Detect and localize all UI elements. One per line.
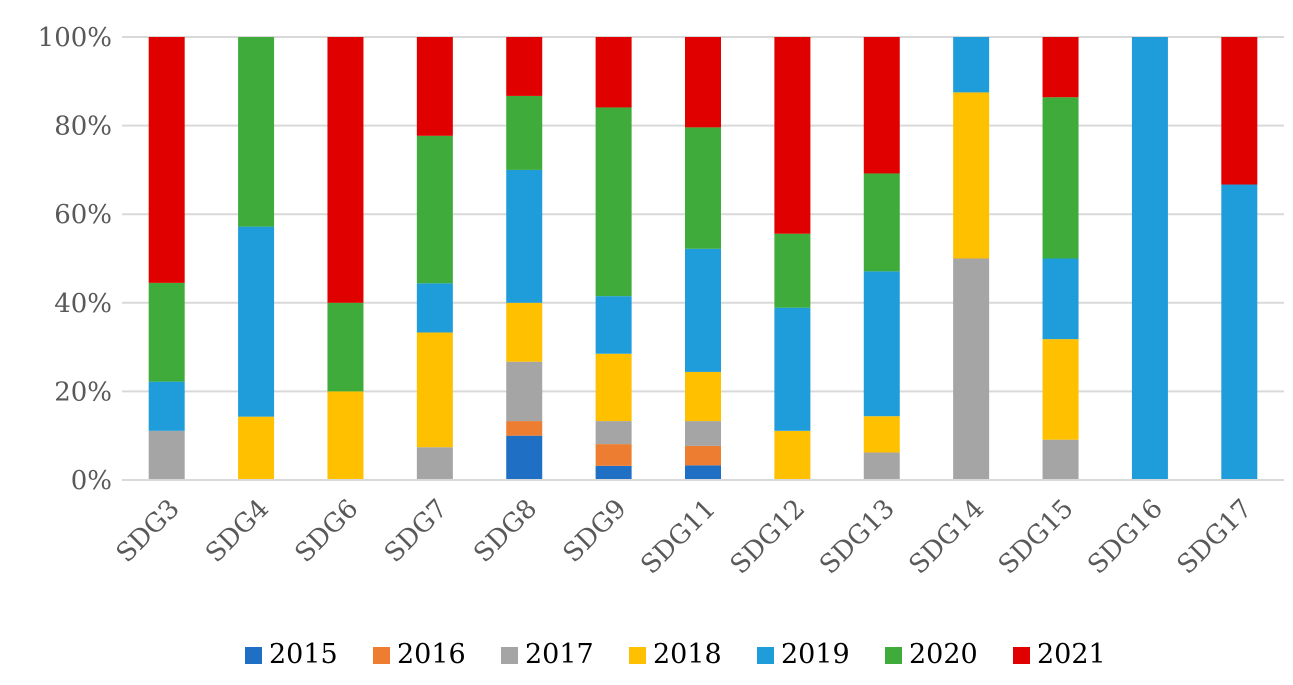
- bar-segment: [685, 445, 721, 466]
- bar-segment: [685, 421, 721, 446]
- x-tick-label: SDG17: [1172, 494, 1259, 581]
- x-tick-label: SDG15: [993, 494, 1080, 581]
- bar-segment: [595, 296, 632, 354]
- x-tick-label: SDG6: [289, 494, 364, 569]
- bar-segment: [953, 37, 990, 93]
- legend-swatch: [245, 647, 262, 664]
- bar-segment: [238, 226, 275, 417]
- bar-segment: [1042, 97, 1079, 259]
- x-tick-label: SDG13: [814, 494, 901, 581]
- legend-swatch: [501, 647, 518, 664]
- legend-swatch: [885, 647, 902, 664]
- x-tick-label: SDG4: [200, 494, 275, 569]
- bars: [148, 37, 1258, 481]
- bar-segment: [148, 37, 185, 283]
- x-tick-label: SDG8: [468, 494, 543, 569]
- bar-segment: [327, 302, 364, 392]
- bar-segment: [953, 92, 990, 259]
- x-tick-label: SDG3: [111, 494, 186, 569]
- bar-segment: [1221, 37, 1258, 185]
- legend-label: 2018: [653, 639, 722, 670]
- bar-segment: [1042, 339, 1079, 440]
- bar-segment: [774, 430, 811, 480]
- bar-segment: [506, 95, 543, 170]
- legend-label: 2015: [269, 639, 338, 670]
- bar-segment: [148, 381, 185, 431]
- legend-label: 2019: [781, 639, 850, 670]
- bar-segment: [685, 127, 721, 249]
- bar-segment: [685, 465, 721, 480]
- x-tick-label: SDG9: [558, 494, 633, 569]
- bar-segment: [416, 447, 453, 480]
- legend-label: 2016: [397, 639, 466, 670]
- x-tick-label: SDG12: [725, 494, 812, 581]
- bar-segment: [327, 37, 364, 303]
- legend-swatch: [757, 647, 774, 664]
- bar-segment: [416, 37, 453, 136]
- bar-segment: [506, 421, 543, 436]
- bar-segment: [416, 135, 453, 284]
- legend-label: 2017: [525, 639, 594, 670]
- bar-segment: [416, 332, 453, 448]
- legend-swatch: [629, 647, 646, 664]
- bar-segment: [863, 271, 900, 417]
- bar-segment: [238, 37, 275, 227]
- bar-segment: [1042, 439, 1079, 480]
- bar-segment: [774, 307, 811, 431]
- x-tick-label: SDG16: [1082, 494, 1169, 581]
- y-tick-label: 0%: [71, 466, 112, 496]
- x-tick-label: SDG7: [379, 494, 454, 569]
- bar-segment: [595, 353, 632, 422]
- y-tick-label: 20%: [54, 377, 112, 407]
- y-tick-label: 60%: [54, 200, 112, 230]
- bar-segment: [685, 248, 721, 372]
- bar-segment: [148, 430, 185, 480]
- bar-segment: [506, 435, 543, 480]
- bar-segment: [506, 169, 543, 303]
- legend: 2015 2016 2017 2018 2019 2020 2021: [245, 639, 1106, 670]
- bar-segment: [774, 37, 811, 234]
- y-tick-label: 100%: [38, 23, 112, 53]
- axes: 0%20%40%60%80%100%SDG3 SDG4 SDG6 SDG7 SDG8 SD…: [38, 23, 1284, 580]
- bar-segment: [416, 283, 453, 333]
- legend-swatch: [373, 647, 390, 664]
- bar-segment: [327, 391, 364, 480]
- y-tick-label: 40%: [54, 289, 112, 319]
- bar-segment: [506, 361, 543, 422]
- x-tick-label: SDG14: [903, 494, 990, 581]
- legend-label: 2021: [1037, 639, 1106, 670]
- bar-segment: [863, 37, 900, 174]
- x-tick-label: SDG11: [635, 494, 722, 581]
- bar-segment: [595, 107, 632, 297]
- bar-segment: [1042, 37, 1079, 98]
- bar-segment: [595, 421, 632, 445]
- bar-segment: [953, 258, 990, 480]
- legend-label: 2020: [909, 639, 978, 670]
- bar-segment: [863, 416, 900, 453]
- bar-segment: [863, 452, 900, 480]
- bar-segment: [1221, 184, 1258, 481]
- bar-segment: [685, 371, 721, 422]
- bar-segment: [685, 37, 721, 128]
- bar-segment: [595, 37, 632, 108]
- bar-segment: [1042, 258, 1079, 340]
- bar-segment: [506, 37, 543, 96]
- bar-segment: [238, 416, 275, 480]
- y-tick-label: 80%: [54, 112, 112, 142]
- legend-swatch: [1013, 647, 1030, 664]
- bar-segment: [506, 302, 543, 362]
- bar-segment: [1131, 37, 1168, 480]
- bar-segment: [595, 465, 632, 480]
- bar-segment: [863, 173, 900, 272]
- bar-segment: [595, 444, 632, 466]
- bar-segment: [148, 282, 185, 382]
- bar-segment: [774, 233, 811, 308]
